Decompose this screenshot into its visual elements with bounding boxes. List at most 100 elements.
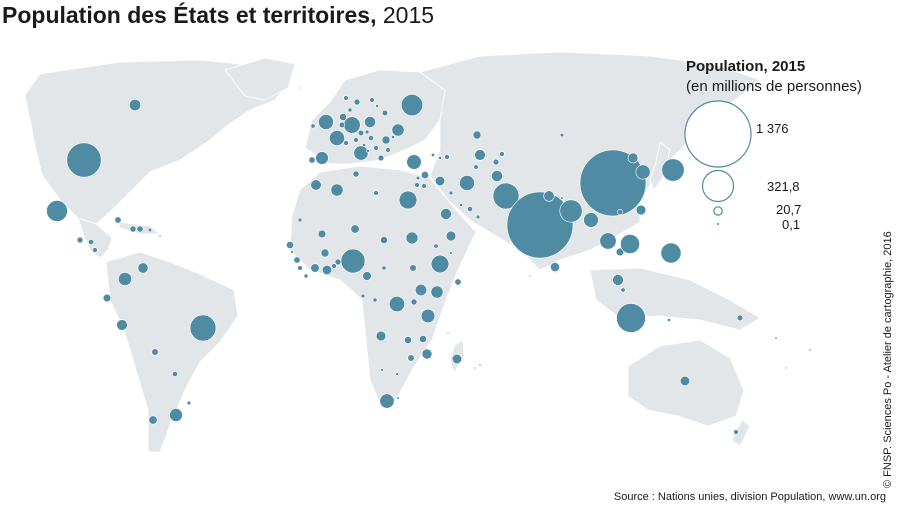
source-note: Source : Nations unies, division Populat…: [613, 491, 886, 503]
bubble-netherlands: [339, 113, 347, 121]
bubble-morocco: [310, 179, 322, 191]
land-greenland: [224, 57, 296, 101]
bubble-dr-congo: [388, 295, 405, 312]
legend-label-20: 20,7: [776, 202, 802, 217]
legend-label-1376: 1 376: [756, 121, 789, 136]
bubble-thailand: [599, 232, 617, 250]
legend-label-321: 321,8: [767, 179, 800, 194]
bubble-puerto-rico: [147, 227, 153, 233]
legend-circle-20: [713, 206, 723, 216]
bubble-turkmenistan: [473, 164, 479, 170]
bubble-poland: [364, 116, 376, 128]
bubble-qatar: [459, 203, 463, 207]
bubble-venezuela: [137, 262, 149, 274]
legend-circle-1376: [684, 100, 752, 168]
legend-label-01: 0,1: [782, 217, 801, 232]
bubble-tanzania: [420, 308, 436, 324]
bubble-myanmar: [583, 212, 599, 228]
bubble-portugal: [308, 156, 316, 164]
bubble-bhutan: [560, 196, 564, 200]
legend-circle-321: [701, 169, 735, 203]
bubble-bangladesh: [559, 199, 583, 223]
bubble-turkey: [406, 154, 422, 170]
bubble-mongolia: [559, 132, 565, 138]
bubble-burkina-faso: [320, 248, 330, 258]
bubble-iraq: [434, 175, 446, 187]
map-title-main: Population des États et territoires,: [2, 2, 377, 28]
bubble-south-korea: [635, 164, 651, 180]
bubble-cameroon: [362, 271, 372, 281]
bubble-syria: [420, 171, 429, 180]
bubble-indonesia: [616, 303, 646, 333]
bubble-zambia: [404, 336, 412, 344]
bubble-iceland: [298, 86, 302, 90]
bubble-oman: [475, 214, 481, 220]
legend-title: Population, 2015: [686, 58, 806, 75]
bubble-china: [579, 149, 647, 217]
bubble-chile: [148, 415, 158, 425]
bubble-philippines: [660, 242, 682, 264]
bubble-bolivia: [151, 348, 159, 356]
bubble-russia: [400, 94, 423, 117]
bubble-usa: [66, 142, 102, 178]
bubble-senegal: [286, 241, 294, 249]
bubble-balkans-small: [366, 149, 370, 153]
bubble-timor-leste: [667, 318, 671, 322]
bubble-canada: [129, 99, 142, 112]
bubble-niger: [350, 224, 360, 234]
bubble-zimbabwe: [407, 354, 415, 362]
bubble-ireland: [310, 123, 316, 129]
bubble-bulgaria: [385, 147, 391, 153]
bubble-guatemala: [76, 236, 84, 244]
bubble-ethiopia: [430, 254, 450, 274]
bubble-yemen: [445, 230, 457, 242]
bubble-kyrgyzstan: [499, 151, 505, 157]
bubble-armenia: [438, 156, 442, 160]
bubble-ukraine: [391, 123, 405, 137]
bubble-mozambique: [421, 348, 433, 360]
bubble-south-africa: [379, 393, 395, 409]
bubble-cuba: [114, 216, 122, 224]
bubble-pakistan: [492, 182, 520, 210]
bubble-belarus: [381, 109, 389, 117]
bubble-sweden: [353, 98, 361, 106]
bubble-czech: [357, 129, 365, 137]
bubble-kenya: [430, 285, 444, 299]
bubble-nicaragua: [92, 247, 98, 253]
bubble-finland: [369, 97, 375, 103]
bubble-algeria: [330, 183, 344, 197]
bubble-tunisia: [352, 170, 360, 178]
land-japan: [649, 141, 671, 191]
bubble-sri-lanka: [550, 262, 560, 272]
bubble-hong-kong: [616, 209, 623, 216]
bubble-georgia: [430, 153, 435, 158]
bubble-liberia: [303, 273, 309, 279]
bubble-north-korea: [627, 152, 639, 164]
legend-circle-01: [717, 223, 719, 225]
bubble-mexico: [46, 200, 68, 222]
bubble-slovakia: [364, 129, 370, 135]
bubble-botswana: [395, 372, 399, 376]
bubble-kazakhstan: [472, 130, 482, 140]
bubble-central-african-rep: [381, 265, 387, 271]
bubble-papua-new-guinea: [736, 314, 744, 322]
bubble-sierra-leone: [297, 265, 303, 271]
bubble-rwanda: [410, 298, 418, 306]
bubble-gambia: [290, 250, 294, 254]
bubble-gabon: [360, 293, 366, 299]
bubble-serbia: [373, 145, 379, 151]
bubble-new-zealand: [733, 429, 739, 435]
bubble-italy: [353, 145, 369, 161]
bubble-paraguay: [172, 371, 178, 377]
bubble-nepal: [543, 190, 555, 202]
bubble-south-sudan: [409, 264, 417, 272]
bubble-sudan: [405, 231, 419, 245]
bubble-japan: [661, 158, 685, 182]
bubble-togo: [331, 263, 337, 269]
bubble-uzbekistan: [474, 149, 486, 161]
bubble-mali: [317, 229, 327, 239]
bubble-dominican-republic: [136, 225, 144, 233]
bubble-norway: [343, 95, 349, 101]
bubble-guinea: [293, 256, 301, 264]
